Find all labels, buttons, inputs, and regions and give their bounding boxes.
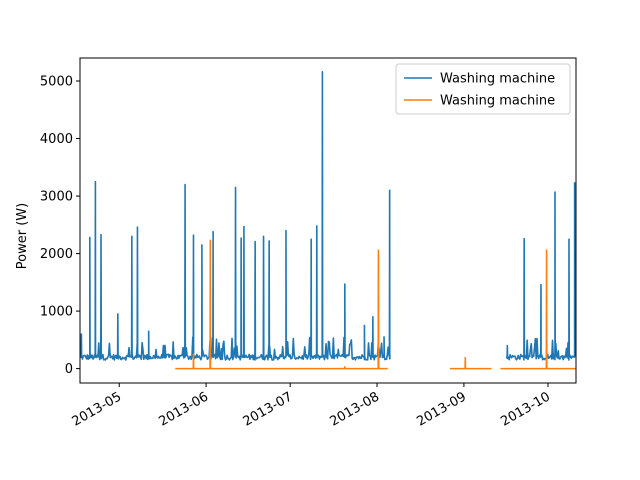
x-tick-label: 2013-05 xyxy=(70,389,125,429)
x-tick-label: 2013-09 xyxy=(414,389,469,429)
x-tick-label: 2013-08 xyxy=(327,389,382,429)
legend-label: Washing machine xyxy=(440,72,555,87)
legend: Washing machine Washing machine xyxy=(395,63,571,115)
x-tick-label: 2013-10 xyxy=(498,389,553,429)
x-tick-label: 2013-06 xyxy=(157,389,212,429)
plot-frame xyxy=(79,57,577,384)
y-axis-label: Power (W) xyxy=(15,203,30,269)
series-1-segment-2-line xyxy=(500,249,576,370)
y-tick-label: 5000 xyxy=(40,75,73,90)
legend-box xyxy=(395,63,571,115)
series-1-segment-1-line xyxy=(449,356,492,370)
series-0-segment-0-line xyxy=(80,71,391,361)
y-tick-label: 2000 xyxy=(40,247,73,262)
y-tick-label: 1000 xyxy=(40,305,73,320)
y-tick-label: 4000 xyxy=(40,132,73,147)
axes xyxy=(79,57,577,384)
x-tick-label: 2013-07 xyxy=(241,389,296,429)
legend-label: Washing machine xyxy=(440,94,555,109)
series-0-segment-1-line xyxy=(505,182,576,361)
series-1-segment-0-line xyxy=(175,239,388,370)
plot-area xyxy=(80,71,576,370)
tick-marks: 0 1000 2000 3000 4000 5000 2013-05 2013-06 2013-… xyxy=(40,75,553,430)
y-tick-label: 0 xyxy=(65,362,73,377)
y-tick-label: 3000 xyxy=(40,190,73,205)
